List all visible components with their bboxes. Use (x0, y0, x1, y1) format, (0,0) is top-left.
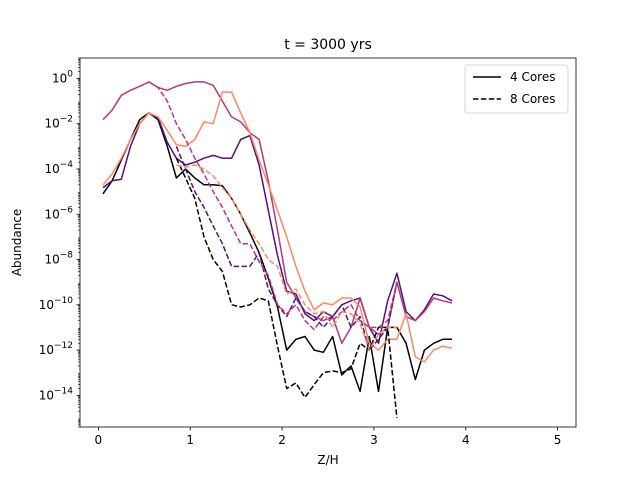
y-tick-label: 10−6 (44, 205, 73, 221)
x-tick-label: 1 (186, 433, 194, 447)
y-tick-label: 10−2 (44, 115, 73, 131)
y-tick-label: 10−14 (39, 386, 74, 402)
series-line-4 (102, 91, 453, 363)
series-line-8 (176, 164, 397, 351)
x-axis-label: Z/H (317, 453, 338, 467)
x-tick-label: 4 (462, 433, 470, 447)
x-tick-label: 3 (370, 433, 378, 447)
y-axis-label: Abundance (10, 209, 24, 277)
y-axis: 100 10−2 10−4 10−6 10−8 10−10 10−12 10−14 (39, 57, 80, 428)
series-line-7 (148, 81, 398, 331)
y-tick-label: 10−8 (44, 251, 73, 267)
chart-title: t = 3000 yrs (284, 37, 372, 53)
y-tick-label: 10−4 (44, 160, 73, 176)
plot-frame (79, 57, 577, 428)
x-tick-label: 0 (95, 433, 103, 447)
y-tick-label: 100 (52, 69, 73, 85)
y-tick-label: 10−12 (39, 341, 73, 357)
series-line-2 (102, 112, 453, 345)
series-layer (102, 81, 453, 419)
x-tick-label: 5 (554, 433, 562, 447)
legend-label-1: 4 Cores (510, 70, 555, 84)
x-axis: 0 1 2 3 4 5 (95, 427, 562, 447)
series-line-6 (175, 146, 398, 351)
y-tick-label: 10−10 (39, 296, 74, 312)
legend-label-2: 8 Cores (510, 92, 555, 106)
series-line-5 (175, 157, 398, 419)
legend: 4 Cores 8 Cores (464, 64, 569, 114)
x-tick-label: 2 (278, 433, 286, 447)
